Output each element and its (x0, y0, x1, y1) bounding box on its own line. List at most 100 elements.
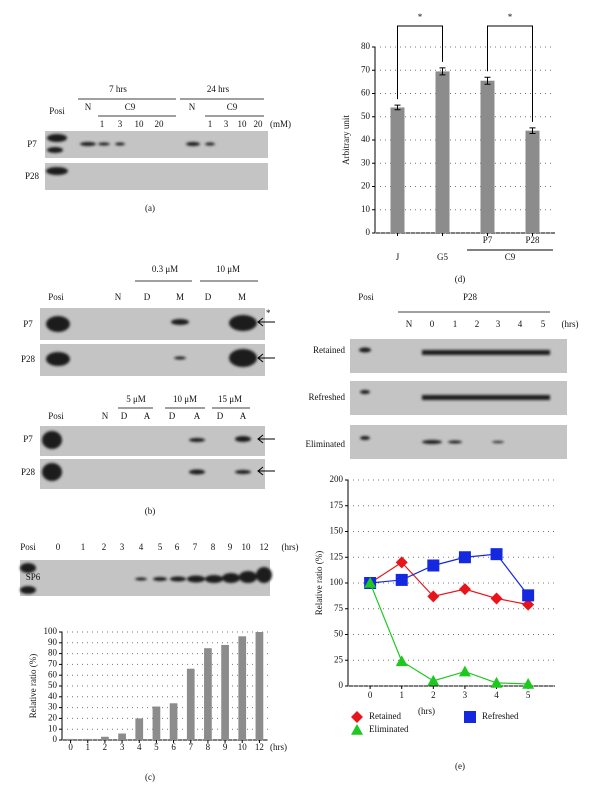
lane-label: 0 (56, 542, 61, 552)
lane-label: A (144, 411, 151, 421)
marker (458, 551, 471, 564)
conc-label: 10 μM (173, 394, 197, 404)
conc-label: 10 μM (216, 264, 240, 274)
panel-label: (b) (145, 506, 156, 516)
y-tick-label: 40 (48, 691, 58, 701)
arrow (257, 466, 275, 476)
error-bar (484, 76, 491, 85)
lane-label: 8 (211, 542, 216, 552)
x-tick-label: 8 (206, 742, 211, 752)
marker (490, 592, 503, 605)
lane-label: D (217, 411, 224, 421)
error-bar (439, 67, 446, 76)
x-tick-label: 12 (255, 742, 264, 752)
arrow (257, 317, 275, 327)
panel-c-blot: SP6 Posi (hrs) (20, 542, 299, 596)
y-tick-label: 150 (330, 526, 344, 536)
bar (169, 703, 178, 740)
x-tick-label: P28 (525, 235, 540, 245)
y-tick-label: 50 (361, 111, 371, 121)
x-tick-label: 6 (171, 742, 176, 752)
series-line (369, 561, 529, 606)
y-tick-label: 20 (361, 181, 371, 191)
lane-label: D (169, 411, 176, 421)
bar (101, 736, 109, 740)
marker (427, 674, 440, 686)
lane-label: 1 (208, 119, 213, 129)
row-label: P28 (21, 354, 36, 364)
bar (186, 668, 195, 740)
y-tick-label: 70 (48, 658, 58, 668)
y-axis-label: Relative ratio (%) (28, 654, 38, 718)
lane-label: 12 (260, 542, 269, 552)
x-tick-label: 1 (399, 690, 404, 700)
lane-label: 20 (155, 119, 165, 129)
lane-label: N (115, 292, 122, 302)
blot (40, 459, 265, 489)
y-axis-label: Relative ratio (%) (314, 551, 324, 615)
y-tick-label: 90 (48, 637, 58, 647)
error-bar (394, 104, 401, 111)
x-tick-label: 2 (431, 690, 436, 700)
lane-label: Posi (48, 411, 64, 421)
time-label: 24 hrs (207, 84, 230, 94)
row-label: Eliminated (306, 439, 346, 449)
marker (522, 598, 535, 611)
y-tick-label: 60 (361, 88, 371, 98)
bar (221, 644, 229, 740)
row-label: Refreshed (309, 392, 346, 402)
lane-label: 0 (430, 319, 435, 329)
y-tick-label: 200 (330, 474, 344, 484)
lane-label: Posi (48, 292, 64, 302)
bar (525, 130, 540, 233)
x-tick-label: P7 (483, 235, 493, 245)
bands (46, 134, 215, 175)
lane-label: C9 (125, 102, 136, 112)
lane-label: N (406, 319, 413, 329)
significance-bracket (487, 25, 533, 122)
lane-label: Posi (358, 292, 374, 302)
lane-label: 7 (193, 542, 198, 552)
x-tick-label: 4 (137, 742, 142, 752)
x-tick-label: 3 (120, 742, 125, 752)
lane-label: 4 (139, 542, 144, 552)
blot (40, 308, 265, 340)
unit-label: (mM) (270, 119, 291, 129)
row-label: P7 (27, 139, 37, 149)
blot (45, 163, 268, 190)
legend-label: Refreshed (482, 711, 519, 721)
conc-label: 0.3 μM (152, 264, 178, 274)
lane-label: 5 (541, 319, 546, 329)
bar (83, 738, 92, 740)
series-line (370, 553, 529, 596)
y-tick-label: 50 (334, 629, 344, 639)
lane-label: 10 (135, 119, 145, 129)
time-label: 7 hrs (109, 84, 127, 94)
panel-label: (d) (455, 274, 466, 284)
x-axis-label: (hrs) (418, 706, 435, 716)
x-tick-label: 7 (189, 742, 194, 752)
lane-label: 1 (453, 319, 458, 329)
x-tick-label: 0 (68, 742, 73, 752)
y-tick-label: 70 (361, 64, 371, 74)
lane-label: 10 (242, 542, 252, 552)
significance-star: * (418, 12, 423, 22)
y-tick-label: 40 (361, 134, 371, 144)
y-tick-label: 0 (366, 227, 371, 237)
lane-label: 3 (120, 542, 125, 552)
row-label: P7 (23, 319, 33, 329)
bands (42, 431, 251, 481)
significance-star: * (508, 12, 513, 22)
lane-label: Posi (20, 542, 36, 552)
marker (522, 677, 535, 689)
lane-label: D (121, 411, 128, 421)
conc-label: 15 μM (218, 394, 242, 404)
bar (390, 107, 405, 233)
blot (40, 344, 265, 376)
lane-label: 2 (102, 542, 107, 552)
unit-label: (hrs) (562, 319, 579, 329)
y-tick-label: 60 (48, 669, 58, 679)
group-label: C9 (505, 252, 516, 262)
row-label: P28 (25, 171, 40, 181)
